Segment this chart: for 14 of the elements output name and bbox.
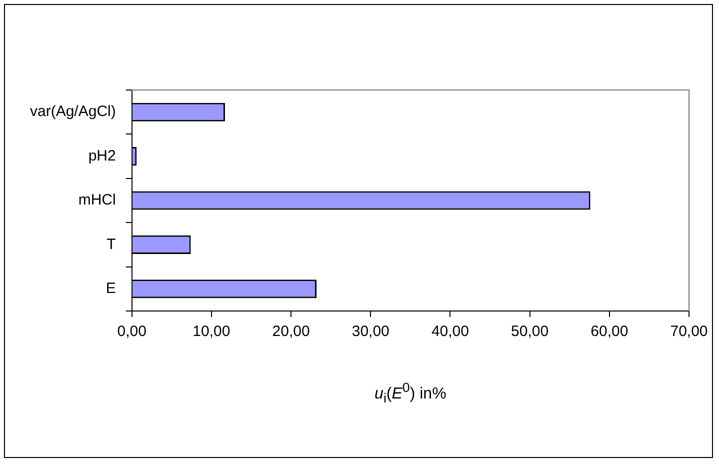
y-tick-label: var(Ag/AgCl)	[30, 103, 116, 120]
x-tick-label: 40,00	[431, 323, 469, 340]
y-tick-label: mHCl	[78, 192, 116, 209]
y-tick-label: pH2	[88, 147, 116, 164]
y-tick-label: T	[106, 236, 116, 253]
x-tick-label: 70,00	[670, 323, 708, 340]
x-axis-title: u$_{i}$(E$^{0}$) in%	[374, 380, 446, 406]
x-tick-label: 50,00	[511, 323, 549, 340]
x-tick-label: 60,00	[590, 323, 628, 340]
x-tick-label: 10,00	[192, 323, 230, 340]
x-tick-label: 20,00	[272, 323, 310, 340]
x-tick-label: 30,00	[352, 323, 390, 340]
y-tick-label: E	[106, 280, 116, 298]
x-tick-label: 0,00	[117, 323, 146, 340]
